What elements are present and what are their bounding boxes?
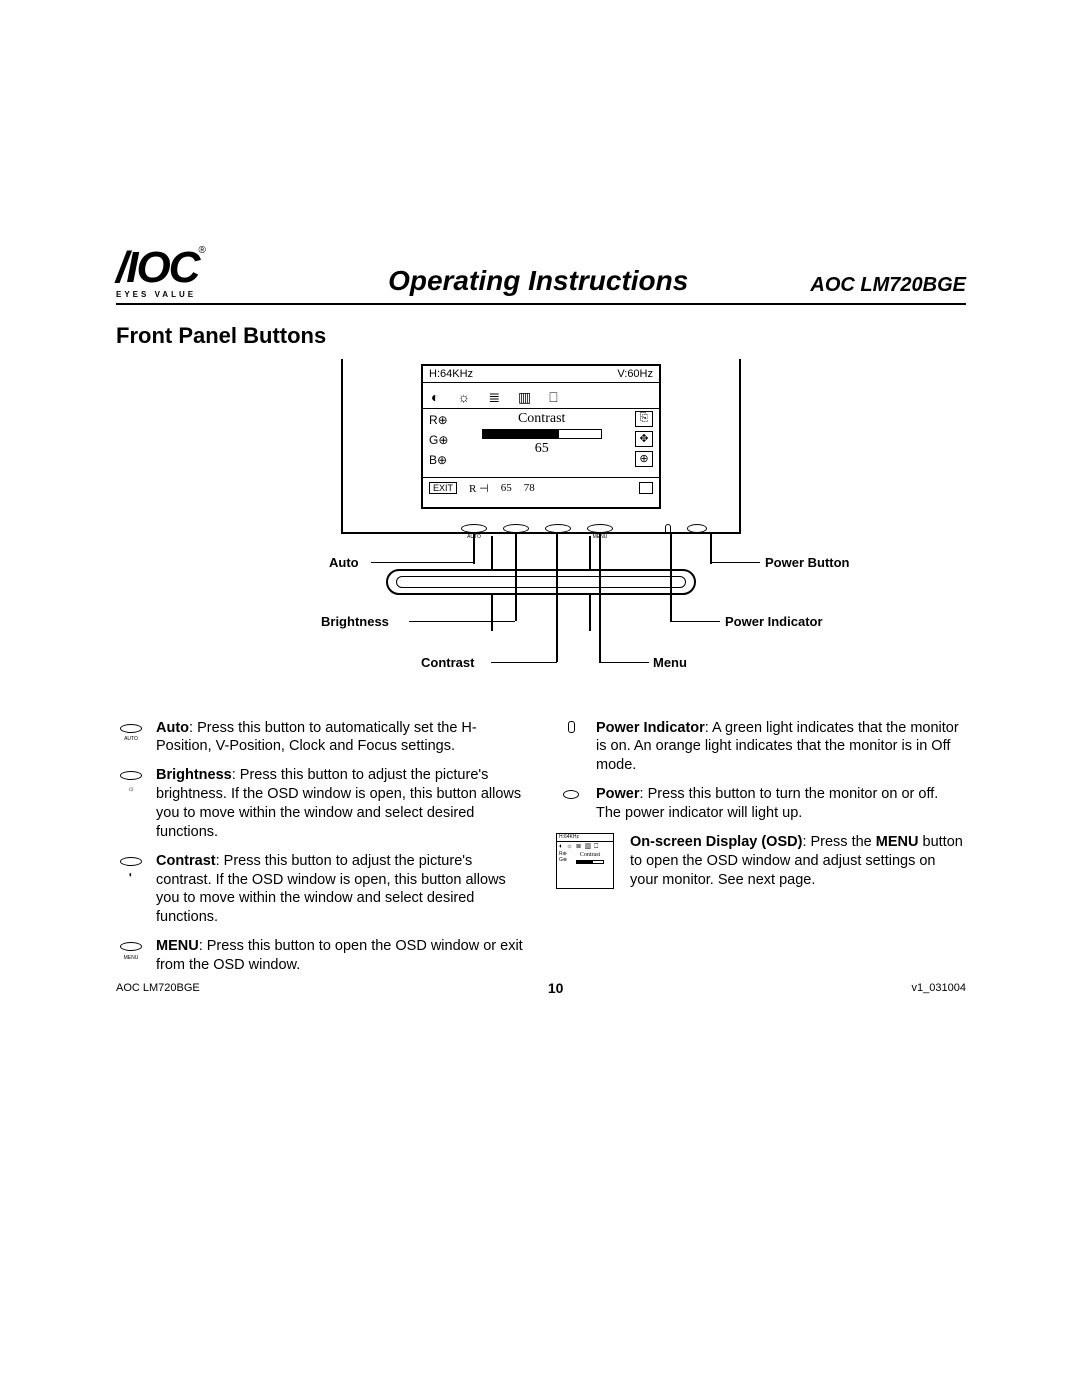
osd-r: R⊕ [429, 413, 448, 427]
osd-setting-value: 65 [454, 441, 629, 457]
osd-slider [482, 429, 602, 439]
panel-power-led [665, 524, 671, 534]
osd-exit: EXIT [429, 482, 457, 494]
osd-bottom-r: R ⊣ [469, 482, 489, 495]
desc-power: Power: Press this button to turn the mon… [556, 785, 966, 823]
panel-contrast-button: ◐ [545, 524, 571, 533]
hpos-icon: ▥ [518, 389, 531, 406]
registered-mark: ® [198, 245, 205, 256]
osd-side-icon-2: ✥ [635, 431, 653, 447]
contrast-icon: ◐ [431, 389, 439, 406]
panel-power-button [687, 524, 707, 533]
osd-hfreq: H:64KHz [429, 368, 473, 380]
brightness-icon: ☼ [457, 389, 470, 406]
model-number: AOC LM720BGE [810, 274, 966, 299]
osd-bottom-v2: 78 [524, 482, 535, 494]
page-header: /IOC® EYES VALUE Operating Instructions … [116, 248, 966, 305]
footer-model: AOC LM720BGE [116, 982, 200, 994]
osd-side-icon-3: ⊕ [635, 451, 653, 467]
brightness-button-icon: ☼ [116, 766, 146, 841]
desc-osd: H:64KHz ◐☼≣▥⎕ R⊕G⊕ Contrast On-screen Di… [556, 833, 966, 890]
monitor-diagram: H:64KHz V:60Hz ◐ ☼ ≣ ▥ ⎕ R⊕ G⊕ B⊕ Contra… [221, 359, 861, 699]
panel-brightness-button: ☼ [503, 524, 529, 533]
desc-brightness: ☼ Brightness: Press this button to adjus… [116, 766, 526, 841]
power-button-icon [556, 785, 586, 823]
auto-button-icon: AUTO [116, 719, 146, 757]
desc-menu: MENU MENU: Press this button to open the… [116, 937, 526, 975]
callout-power-button: Power Button [765, 555, 850, 570]
brand-logo: /IOC® EYES VALUE [116, 248, 266, 299]
callout-power-indicator: Power Indicator [725, 614, 823, 629]
contrast-button-icon: ◐ [116, 852, 146, 927]
callout-menu: Menu [653, 655, 687, 670]
footer-version: v1_031004 [912, 982, 966, 994]
page-footer: AOC LM720BGE 10 v1_031004 [116, 980, 966, 996]
osd-bottom-v1: 65 [501, 482, 512, 494]
osd-side-icon-1: ⎘ [635, 411, 653, 427]
logo-text: /IOC [116, 243, 198, 292]
menu-list-icon: ≣ [488, 389, 500, 406]
section-heading: Front Panel Buttons [116, 323, 966, 349]
osd-g: G⊕ [429, 433, 448, 447]
menu-button-icon: MENU [116, 937, 146, 975]
page-number: 10 [548, 980, 564, 996]
panel-menu-button: MENU [587, 524, 613, 533]
osd-bottom-icon [639, 482, 653, 494]
monitor-stand-base-inner [396, 576, 686, 588]
callout-brightness: Brightness [321, 614, 389, 629]
descriptions: AUTO Auto: Press this button to automati… [116, 719, 966, 985]
osd-vfreq: V:60Hz [617, 368, 653, 380]
osd-setting-label: Contrast [454, 411, 629, 427]
page-title: Operating Instructions [286, 265, 790, 299]
desc-power-indicator: Power Indicator: A green light indicates… [556, 719, 966, 776]
panel-auto-button: AUTO [461, 524, 487, 533]
desc-auto: AUTO Auto: Press this button to automati… [116, 719, 526, 757]
osd-thumbnail-icon: H:64KHz ◐☼≣▥⎕ R⊕G⊕ Contrast [556, 833, 614, 890]
osd-b: B⊕ [429, 453, 448, 467]
desc-contrast: ◐ Contrast: Press this button to adjust … [116, 852, 526, 927]
osd-window: H:64KHz V:60Hz ◐ ☼ ≣ ▥ ⎕ R⊕ G⊕ B⊕ Contra… [421, 364, 661, 509]
callout-contrast: Contrast [421, 655, 474, 670]
power-led-icon [556, 719, 586, 776]
vpos-icon: ⎕ [549, 389, 557, 406]
callout-auto: Auto [329, 555, 359, 570]
